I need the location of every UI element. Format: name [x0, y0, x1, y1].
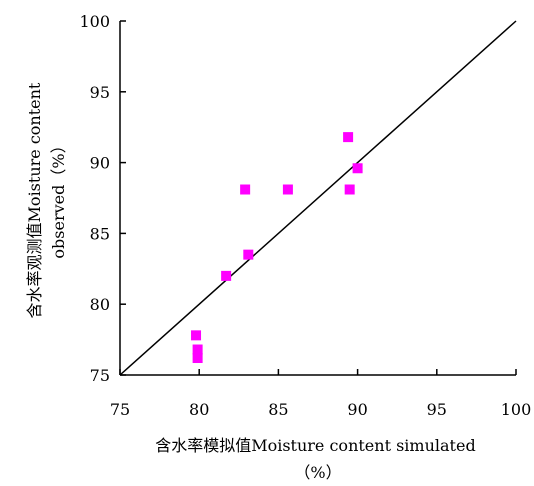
- y-axis-label-line-2: observed（%）: [49, 137, 68, 258]
- x-tick-label: 85: [268, 400, 288, 419]
- x-tick-label: 95: [427, 400, 447, 419]
- x-ticks: 75 80 85 90 95 100: [110, 369, 531, 419]
- y-tick-label: 100: [79, 12, 110, 31]
- y-tick-label: 75: [90, 366, 110, 385]
- x-tick-label: 100: [501, 400, 532, 419]
- data-point: [192, 344, 203, 355]
- data-point: [344, 184, 355, 195]
- y-tick-label: 90: [90, 154, 110, 173]
- y-tick-label: 85: [90, 224, 110, 243]
- plot-area: 75 80 85 90 95 100 75 80 85 90 95 100: [79, 12, 531, 419]
- data-point: [343, 132, 354, 143]
- y-ticks: 75 80 85 90 95 100: [79, 12, 126, 385]
- x-tick-label: 75: [110, 400, 130, 419]
- one-to-one-line: [119, 20, 517, 376]
- data-point: [191, 330, 202, 341]
- data-point: [240, 184, 251, 195]
- y-tick-label: 80: [90, 295, 110, 314]
- x-axis-label-line-2: （%）: [294, 463, 341, 482]
- x-tick-label: 90: [347, 400, 367, 419]
- data-point: [221, 270, 232, 281]
- data-point: [192, 353, 203, 364]
- y-axis-label-line-1: 含水率观测值Moisture content: [25, 82, 44, 318]
- data-point: [243, 249, 254, 260]
- y-axis-label: 含水率观测值Moisture content observed（%）: [25, 78, 68, 319]
- data-point: [282, 184, 293, 195]
- data-points: [191, 132, 363, 364]
- y-tick-label: 95: [90, 83, 110, 102]
- x-tick-label: 80: [189, 400, 209, 419]
- x-axis-label-line-1: 含水率模拟值Moisture content simulated: [155, 436, 476, 455]
- x-axis-label: 含水率模拟值Moisture content simulated （%）: [155, 436, 481, 482]
- data-point: [352, 163, 363, 174]
